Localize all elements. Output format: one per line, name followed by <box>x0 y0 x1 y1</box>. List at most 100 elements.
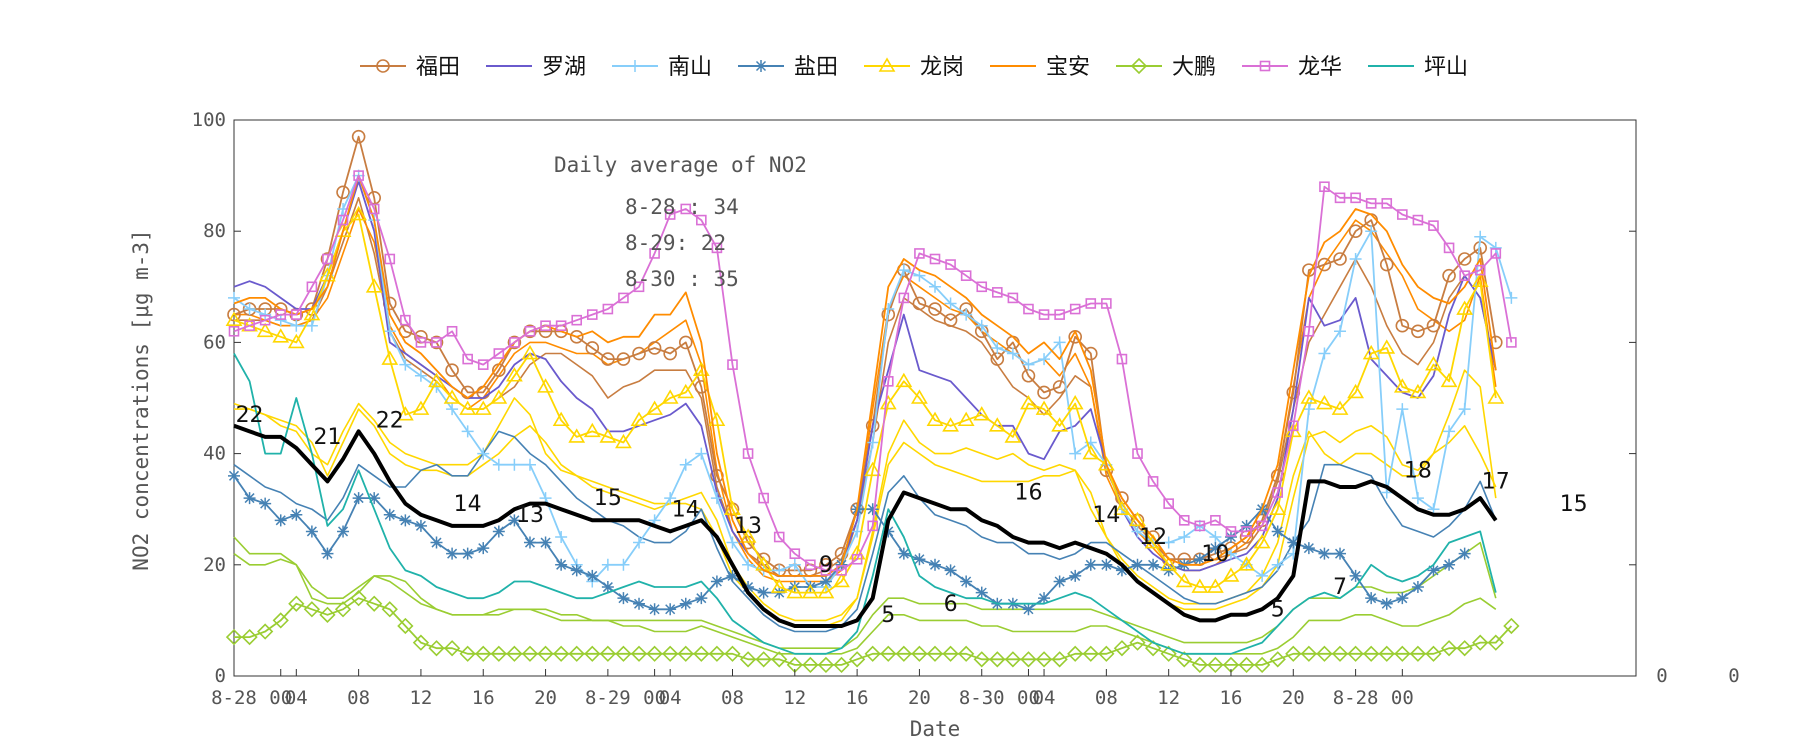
data-point-marker <box>991 341 1004 354</box>
data-point-marker <box>1098 645 1115 662</box>
data-point-marker <box>1240 519 1253 532</box>
data-point-marker <box>1194 520 1206 532</box>
data-point-marker <box>1115 564 1128 577</box>
data-point-marker <box>521 344 539 360</box>
series-4 <box>225 205 1505 599</box>
data-point-marker <box>477 359 489 370</box>
data-point-marker <box>648 603 661 616</box>
data-point-marker <box>1113 500 1131 516</box>
data-point-marker <box>523 324 537 339</box>
data-point-marker <box>1334 325 1347 338</box>
mean-value-label: 21 <box>313 425 341 450</box>
overflow-tick-labels: 000 <box>1656 665 1739 687</box>
annotation-line-1: 8-28 : 34 <box>625 195 739 219</box>
mean-value-label: 12 <box>1139 525 1167 550</box>
data-point-marker <box>615 645 632 662</box>
data-point-marker <box>368 492 381 505</box>
legend-label: 罗湖 <box>542 55 586 80</box>
mean-series <box>233 423 1498 628</box>
data-point-marker <box>929 280 941 293</box>
data-point-marker <box>601 581 614 594</box>
secondary-series-line <box>233 430 1497 633</box>
chart-legend: 福田 罗湖 南山 盐田 龙岗 宝安 大鹏 龙华 坪山 <box>360 55 1468 80</box>
data-point-marker <box>334 601 352 618</box>
data-point-marker <box>400 314 411 326</box>
data-point-marker <box>272 612 289 629</box>
data-point-marker <box>1069 447 1082 460</box>
overflow-tick-label: 0 <box>1656 665 1667 687</box>
annotation-line-2: 8-29: 22 <box>625 231 726 255</box>
data-point-marker <box>773 531 785 543</box>
data-point-marker <box>710 575 723 588</box>
x-tick-label: 04 <box>285 687 308 709</box>
data-point-marker <box>290 508 303 521</box>
data-point-marker <box>677 645 694 662</box>
data-point-marker <box>1440 640 1458 657</box>
data-point-marker <box>1132 448 1143 459</box>
data-point-marker <box>1131 558 1144 571</box>
data-point-marker <box>646 645 663 662</box>
data-point-marker <box>446 547 459 560</box>
data-point-marker <box>1411 492 1424 505</box>
data-point-marker <box>1176 651 1193 668</box>
data-point-marker <box>1334 547 1347 560</box>
data-point-marker <box>1487 634 1504 651</box>
data-point-marker <box>1129 634 1146 651</box>
data-point-marker <box>459 400 477 415</box>
mean-value-label: 14 <box>672 497 700 522</box>
data-point-marker <box>428 640 445 657</box>
data-point-marker <box>259 314 271 326</box>
data-point-marker <box>1067 645 1084 662</box>
secondary-series-line <box>233 536 1497 655</box>
x-tick-label: 00 <box>643 687 666 709</box>
data-point-marker <box>1411 581 1424 594</box>
x-tick-label: 8-28 <box>1333 687 1379 709</box>
data-point-marker <box>1348 224 1363 238</box>
data-point-marker <box>973 406 991 421</box>
data-point-marker <box>633 536 646 549</box>
data-point-marker <box>770 578 788 593</box>
legend-label: 南山 <box>668 55 712 80</box>
data-point-marker <box>1443 242 1455 254</box>
data-point-marker <box>259 308 272 321</box>
x-tick-label: 04 <box>1033 687 1056 709</box>
data-point-marker <box>1428 220 1439 231</box>
data-point-marker <box>1334 192 1346 204</box>
data-point-marker <box>599 428 617 443</box>
legend-item: 宝安 <box>990 55 1090 80</box>
data-point-marker <box>1396 403 1409 416</box>
data-point-marker <box>1271 525 1284 538</box>
data-point-marker <box>228 291 240 304</box>
data-point-marker <box>475 645 492 662</box>
data-point-marker <box>1318 547 1331 560</box>
data-point-marker <box>1238 656 1255 674</box>
data-point-marker <box>446 403 459 416</box>
legend-label: 盐田 <box>794 55 838 80</box>
data-point-marker <box>726 536 739 549</box>
data-point-marker <box>431 337 442 348</box>
data-point-marker <box>1489 241 1502 254</box>
data-point-marker <box>1331 645 1349 662</box>
series-line <box>233 174 1497 577</box>
data-point-marker <box>677 383 695 399</box>
mean-value-label: 9 <box>819 553 833 578</box>
mean-value-label: 5 <box>881 603 895 628</box>
data-point-marker <box>1209 531 1222 543</box>
data-point-marker <box>1178 531 1191 543</box>
data-point-marker <box>898 292 910 304</box>
x-tick-label: 8-30 <box>959 687 1005 709</box>
secondary-series-line <box>233 541 1497 650</box>
x-tick-label: 12 <box>409 687 432 709</box>
y-axis: 0 20 40 60 80 100 <box>192 109 1636 687</box>
x-tick-label: 00 <box>1017 687 1040 709</box>
data-point-marker <box>1365 225 1378 238</box>
data-point-marker <box>1054 309 1065 320</box>
data-point-marker <box>1302 542 1315 555</box>
secondary-series-line <box>234 197 1497 577</box>
data-point-marker <box>1333 252 1347 266</box>
data-point-marker <box>864 461 882 477</box>
x-tick-label: 16 <box>1220 687 1243 709</box>
y-tick-label: 80 <box>203 220 226 242</box>
data-point-marker <box>663 346 677 361</box>
data-point-marker <box>1425 645 1442 662</box>
